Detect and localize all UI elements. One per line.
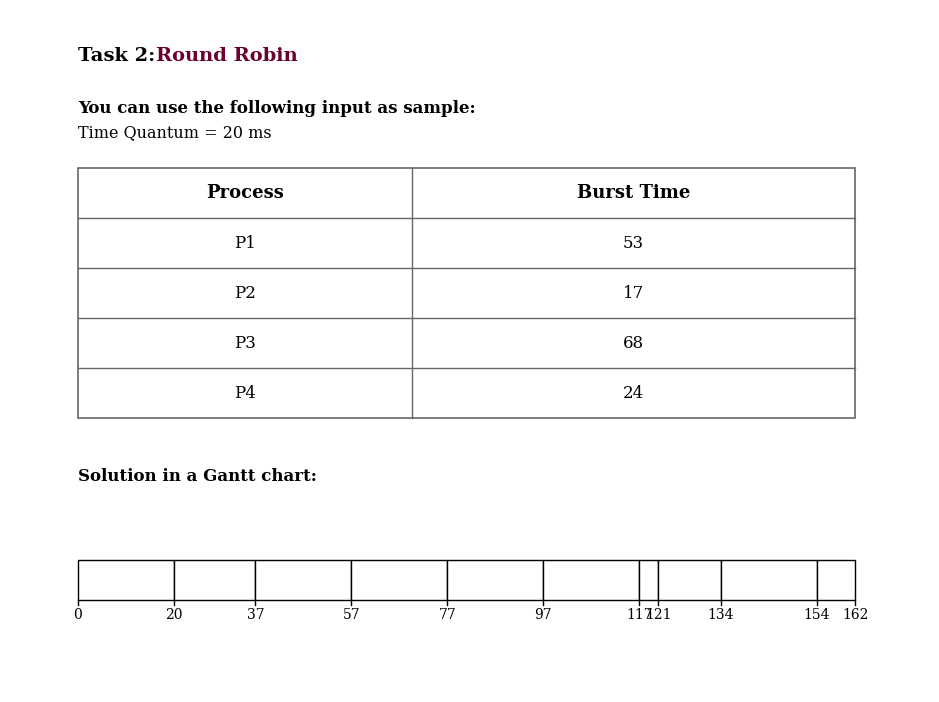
Text: P2: P2	[204, 573, 225, 588]
Bar	[174, 560, 255, 600]
Text: Solution in a Gantt chart:: Solution in a Gantt chart:	[78, 468, 316, 485]
Text: 0: 0	[73, 608, 83, 622]
Text: 97: 97	[534, 608, 552, 622]
Text: P4: P4	[638, 573, 659, 588]
Text: P4: P4	[234, 385, 256, 402]
Text: Round Robin: Round Robin	[156, 47, 298, 65]
Text: P3: P3	[234, 334, 256, 352]
Text: 77: 77	[439, 608, 456, 622]
Text: 134: 134	[707, 608, 734, 622]
Text: P1: P1	[234, 234, 256, 251]
Bar	[817, 560, 855, 600]
Text: 121: 121	[645, 608, 671, 622]
Bar	[78, 168, 855, 418]
Text: P1: P1	[485, 573, 506, 588]
Bar	[721, 560, 817, 600]
Text: Burst Time: Burst Time	[577, 184, 690, 202]
Bar	[255, 560, 351, 600]
Text: 154: 154	[804, 608, 830, 622]
Text: 24: 24	[623, 385, 644, 402]
Text: 37: 37	[247, 608, 264, 622]
Text: Time Quantum = 20 ms: Time Quantum = 20 ms	[78, 124, 271, 141]
Text: 17: 17	[623, 284, 644, 301]
Text: P4: P4	[389, 573, 410, 588]
Bar	[351, 560, 447, 600]
Bar	[447, 560, 544, 600]
Text: P3: P3	[825, 573, 847, 588]
Text: Process: Process	[207, 184, 284, 202]
Bar	[544, 560, 639, 600]
Text: 117: 117	[626, 608, 653, 622]
Text: P2: P2	[234, 284, 256, 301]
Bar	[78, 560, 174, 600]
Bar	[639, 560, 658, 600]
Text: 68: 68	[623, 334, 644, 352]
Text: 162: 162	[841, 608, 869, 622]
Text: You can use the following input as sample:: You can use the following input as sampl…	[78, 100, 476, 117]
Text: Task 2:: Task 2:	[78, 47, 162, 65]
Text: P1: P1	[115, 573, 137, 588]
Text: P1: P1	[679, 573, 700, 588]
Text: P3: P3	[580, 573, 602, 588]
Text: 57: 57	[343, 608, 361, 622]
Text: P3: P3	[758, 573, 779, 588]
Text: 20: 20	[165, 608, 183, 622]
Text: 53: 53	[623, 234, 644, 251]
Bar	[658, 560, 721, 600]
Text: P3: P3	[293, 573, 315, 588]
